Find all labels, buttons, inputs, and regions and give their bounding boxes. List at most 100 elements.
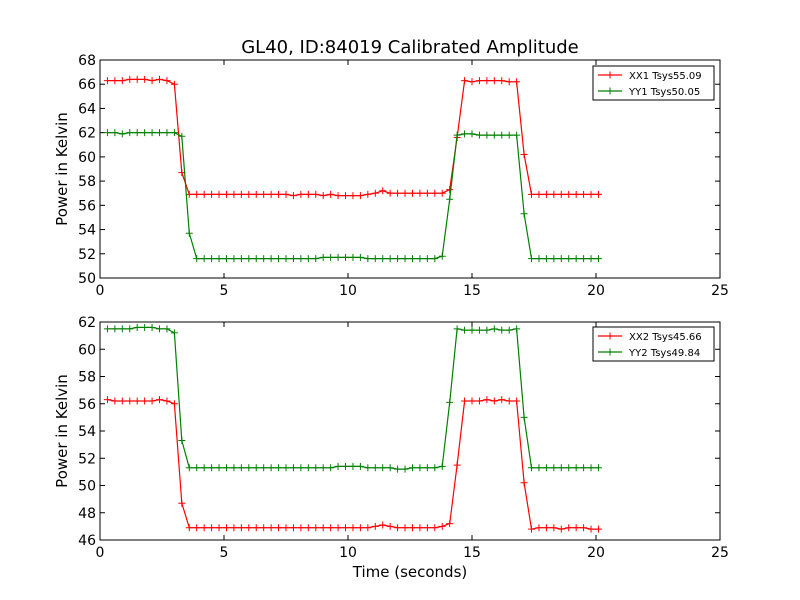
- data-point: [572, 524, 580, 532]
- data-point: [401, 524, 409, 532]
- data-point: [594, 190, 602, 198]
- data-point: [364, 524, 372, 532]
- data-point: [528, 190, 536, 198]
- data-point: [461, 397, 469, 405]
- legend-marker: [606, 332, 614, 340]
- data-point: [475, 326, 483, 334]
- data-point: [550, 190, 558, 198]
- x-tick-label: 20: [587, 545, 605, 561]
- data-point: [133, 75, 141, 83]
- data-point: [550, 524, 558, 532]
- data-point: [133, 129, 141, 137]
- data-point: [580, 190, 588, 198]
- data-point: [572, 190, 580, 198]
- data-point: [156, 129, 164, 137]
- data-point: [327, 190, 335, 198]
- data-point: [334, 462, 342, 470]
- data-point: [594, 255, 602, 263]
- data-point: [408, 464, 416, 472]
- data-point: [520, 150, 528, 158]
- data-point: [446, 520, 454, 528]
- data-point: [185, 190, 193, 198]
- data-point: [148, 77, 156, 85]
- data-point: [208, 464, 216, 472]
- data-point: [483, 326, 491, 334]
- data-point: [438, 522, 446, 530]
- data-point: [297, 255, 305, 263]
- data-point: [133, 397, 141, 405]
- data-point: [438, 252, 446, 260]
- data-point: [289, 524, 297, 532]
- data-point: [319, 524, 327, 532]
- data-point: [446, 186, 454, 194]
- legend: XX2 Tsys45.66 YY2 Tsys49.84: [592, 326, 715, 362]
- data-point: [193, 255, 201, 263]
- data-point: [133, 323, 141, 331]
- data-point: [535, 255, 543, 263]
- data-point: [468, 130, 476, 138]
- data-point: [200, 524, 208, 532]
- data-point: [237, 464, 245, 472]
- data-point: [245, 255, 253, 263]
- data-point: [148, 129, 156, 137]
- bottom-panel: 0 5 10 15 20 25 46 48 50 52 54 56 58 60 62 Power in Kel…: [53, 315, 729, 581]
- data-point: [275, 524, 283, 532]
- data-point: [416, 189, 424, 197]
- data-point: [200, 190, 208, 198]
- data-point: [319, 192, 327, 200]
- data-point: [520, 413, 528, 421]
- data-point: [386, 464, 394, 472]
- y-axis-label: Power in Kelvin: [53, 112, 71, 226]
- data-point: [431, 255, 439, 263]
- x-tick-label: 25: [711, 283, 729, 299]
- data-point: [245, 464, 253, 472]
- data-point: [237, 255, 245, 263]
- data-point: [587, 464, 595, 472]
- data-point: [594, 464, 602, 472]
- data-point: [431, 524, 439, 532]
- y-tick-label: 48: [78, 506, 96, 522]
- data-point: [245, 524, 253, 532]
- data-point: [550, 255, 558, 263]
- data-point: [483, 77, 491, 85]
- data-point: [520, 479, 528, 487]
- data-point: [349, 462, 357, 470]
- data-point: [111, 397, 119, 405]
- data-point: [118, 77, 126, 85]
- data-point: [401, 189, 409, 197]
- data-point: [542, 255, 550, 263]
- data-point: [386, 255, 394, 263]
- data-point: [416, 255, 424, 263]
- data-point: [498, 77, 506, 85]
- legend-marker: [606, 87, 614, 95]
- data-point: [252, 190, 260, 198]
- data-point: [580, 524, 588, 532]
- data-point: [334, 192, 342, 200]
- data-point: [185, 464, 193, 472]
- data-point: [103, 396, 111, 404]
- data-point: [416, 524, 424, 532]
- data-point: [490, 325, 498, 333]
- data-point: [468, 397, 476, 405]
- y-tick-label: 58: [78, 370, 96, 386]
- data-point: [453, 461, 461, 469]
- data-point: [208, 255, 216, 263]
- data-point: [103, 77, 111, 85]
- data-point: [111, 77, 119, 85]
- data-point: [490, 131, 498, 139]
- data-point: [408, 524, 416, 532]
- data-point: [170, 400, 178, 408]
- data-point: [178, 132, 186, 140]
- data-point: [565, 524, 573, 532]
- data-point: [252, 255, 260, 263]
- data-point: [498, 396, 506, 404]
- data-point: [230, 190, 238, 198]
- data-point: [379, 255, 387, 263]
- data-point: [505, 397, 513, 405]
- data-point: [528, 255, 536, 263]
- data-point: [312, 255, 320, 263]
- data-point: [103, 325, 111, 333]
- y-tick-label: 66: [78, 77, 96, 93]
- data-point: [163, 397, 171, 405]
- data-point: [282, 464, 290, 472]
